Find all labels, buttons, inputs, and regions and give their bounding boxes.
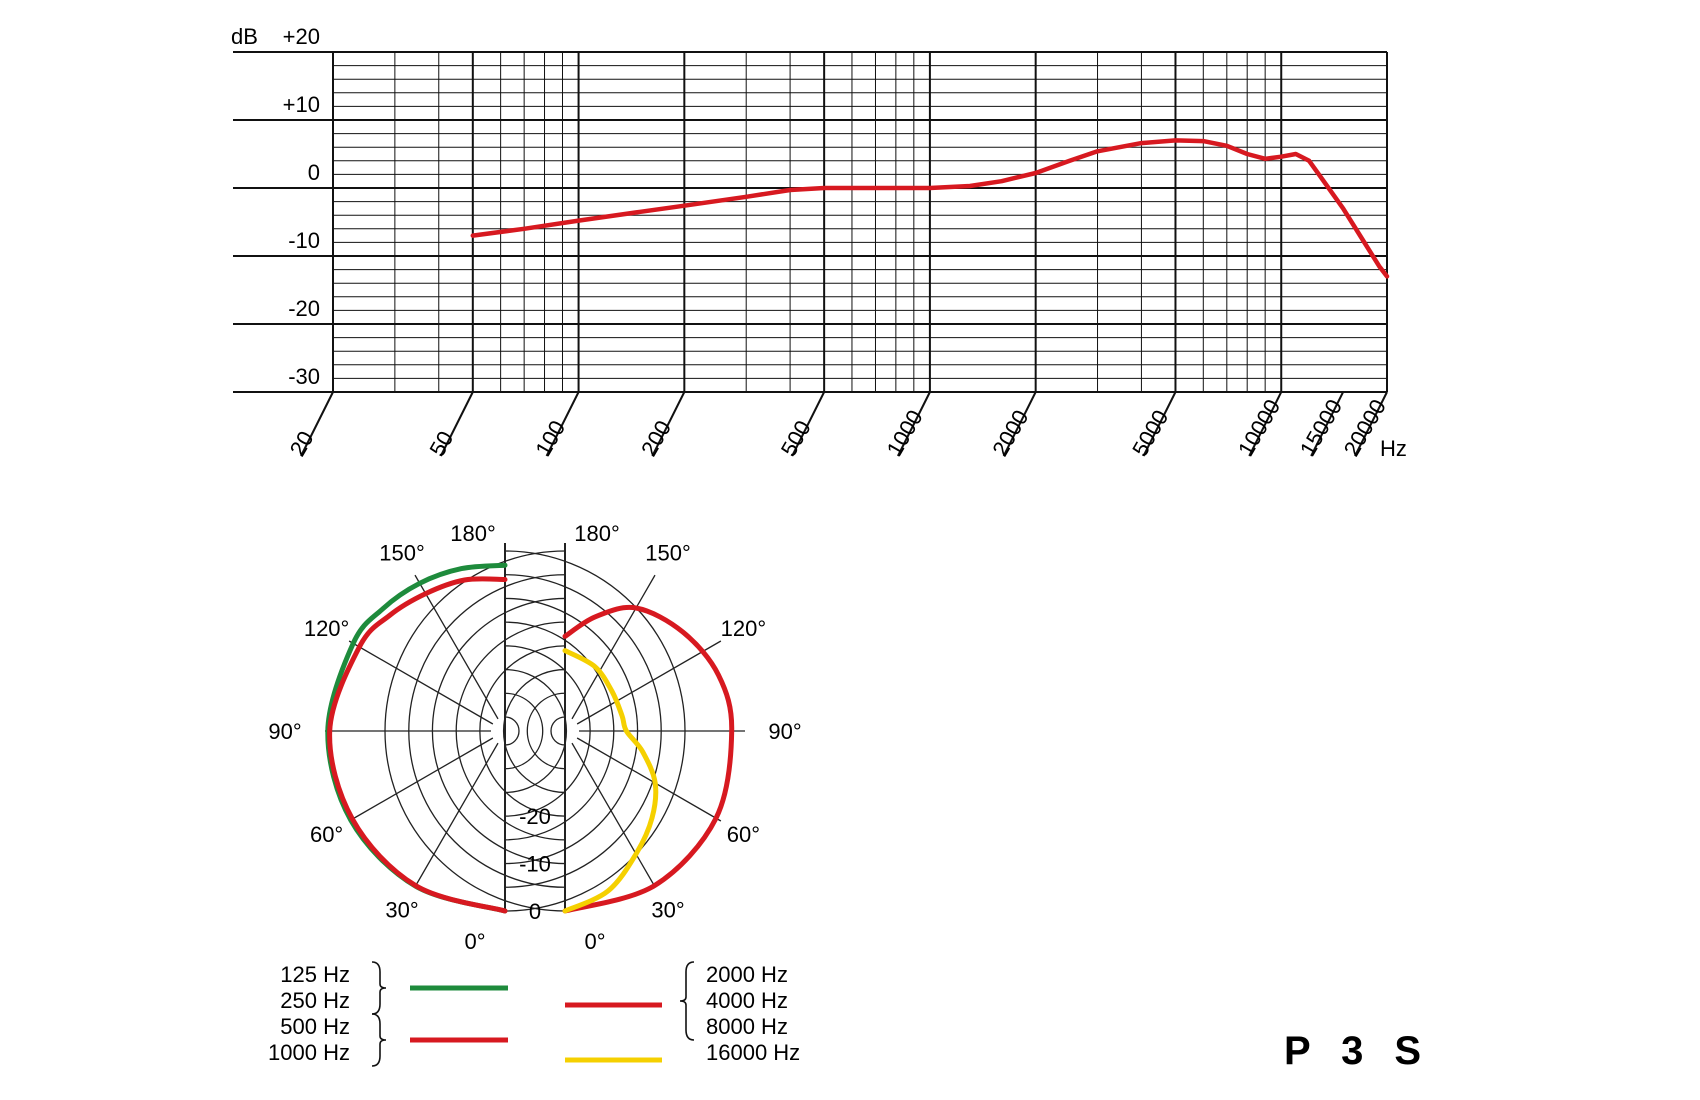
polar-pattern-line <box>327 576 508 914</box>
db-tick-label: -20 <box>288 296 320 321</box>
polar-angle-label: 150° <box>379 541 425 566</box>
polar-ring <box>504 668 568 794</box>
hz-tick-label: 1000 <box>882 406 928 461</box>
polar-angle-label: 120° <box>304 616 350 641</box>
polar-radial-label: -20 <box>519 804 551 829</box>
polar-radial-labels: -20 -10 0 <box>519 804 551 924</box>
polar-angle-label: 0° <box>584 929 605 954</box>
db-tick-label: +20 <box>283 24 320 49</box>
hz-diagonal-tick <box>1248 391 1283 457</box>
polar-angle-label: 90° <box>268 719 301 744</box>
legend-label: 2000 Hz <box>706 962 788 987</box>
hz-diagonal-tick <box>545 391 580 457</box>
polar-ring <box>455 621 566 841</box>
legend-label: 500 Hz <box>280 1014 350 1039</box>
legend-brace <box>371 1013 387 1067</box>
polar-angle-label: 90° <box>768 719 801 744</box>
polar-pattern-line <box>562 648 659 914</box>
polar-ring <box>526 692 566 770</box>
polar-angle-label: 180° <box>574 521 620 546</box>
legend-label: 1000 Hz <box>268 1040 350 1065</box>
polar-angle-label: 180° <box>450 521 496 546</box>
hz-tick-label: 5000 <box>1127 406 1173 461</box>
polar-radial-label: -10 <box>519 852 551 877</box>
db-tick-labels: +20 +10 0 -10 -20 -30 <box>283 24 320 389</box>
polar-angle-label: 60° <box>310 822 343 847</box>
polar-ring <box>408 574 566 888</box>
polar-ring <box>384 550 566 912</box>
polar-angle-label: 30° <box>651 897 684 922</box>
legend-label: 250 Hz <box>280 988 350 1013</box>
frequency-response-series <box>470 138 1390 279</box>
legend-brace <box>371 961 387 1015</box>
polar-spoke <box>348 640 494 725</box>
polar-angle-label: 60° <box>727 822 760 847</box>
frequency-grid <box>233 51 1388 393</box>
hz-tick-label: 2000 <box>987 406 1033 461</box>
legend-label: 16000 Hz <box>706 1040 800 1065</box>
hz-diagonal-tick <box>651 391 686 457</box>
legend-label: 125 Hz <box>280 962 350 987</box>
polar-ring <box>431 597 566 865</box>
legend-brace <box>679 961 695 1041</box>
frequency-response-chart: +20+100-10-20-30 dB 20 50 100 200 500 1000 200… <box>231 24 1407 461</box>
polar-radial-label: 0 <box>529 899 541 924</box>
polar-spoke <box>571 574 656 720</box>
frequency-response-line <box>470 138 1390 279</box>
polar-inner-ring <box>504 716 520 746</box>
hz-diagonal-tick <box>1142 391 1177 457</box>
hz-tick-label: 15000 <box>1295 395 1347 460</box>
polar-angle-label: 30° <box>385 897 418 922</box>
polar-series <box>325 562 735 914</box>
polar-pattern-chart: 180° 150° 120° 90° 60° 30° 0° 180° 150° 120° 90° 60… <box>268 521 801 954</box>
hz-diagonal-tick <box>300 391 334 457</box>
legend-label: 8000 Hz <box>706 1014 788 1039</box>
hz-axis-label: Hz <box>1380 436 1407 461</box>
polar-pattern-line <box>562 604 735 914</box>
polar-angle-labels: 180° 150° 120° 90° 60° 30° 0° 180° 150° 120° 90° 60… <box>268 521 801 954</box>
hz-tick-label: 10000 <box>1233 395 1285 460</box>
db-axis-label: dB <box>231 24 258 49</box>
polar-ring <box>479 645 566 817</box>
db-tick-label: -10 <box>288 228 320 253</box>
hz-diagonal-tick <box>1002 391 1037 457</box>
db-tick-label: 0 <box>308 160 320 185</box>
polar-spoke <box>571 742 656 888</box>
hz-diagonal-tick <box>439 391 474 457</box>
legend-label: 4000 Hz <box>706 988 788 1013</box>
polar-inner-ring <box>550 716 566 746</box>
polar-spoke <box>348 737 494 822</box>
model-name: P 3 S <box>1284 1029 1431 1073</box>
polar-ring <box>504 692 544 770</box>
polar-angle-label: 150° <box>645 541 691 566</box>
hz-diagonal-tick <box>791 391 826 457</box>
polar-spoke <box>576 737 722 822</box>
hz-diagonal-tick <box>1354 391 1388 457</box>
db-tick-label: +10 <box>283 92 320 117</box>
polar-pattern-line <box>325 562 508 914</box>
polar-grid <box>325 543 745 912</box>
polar-ring <box>502 668 566 794</box>
polar-spoke <box>414 574 499 720</box>
polar-spoke <box>576 640 722 725</box>
polar-angle-label: 120° <box>721 616 767 641</box>
hz-diagonal-tick <box>1310 391 1344 457</box>
hz-diagonal-tick <box>897 391 931 457</box>
db-tick-label: -30 <box>288 364 320 389</box>
polar-angle-label: 0° <box>464 929 485 954</box>
polar-spoke <box>414 742 499 888</box>
